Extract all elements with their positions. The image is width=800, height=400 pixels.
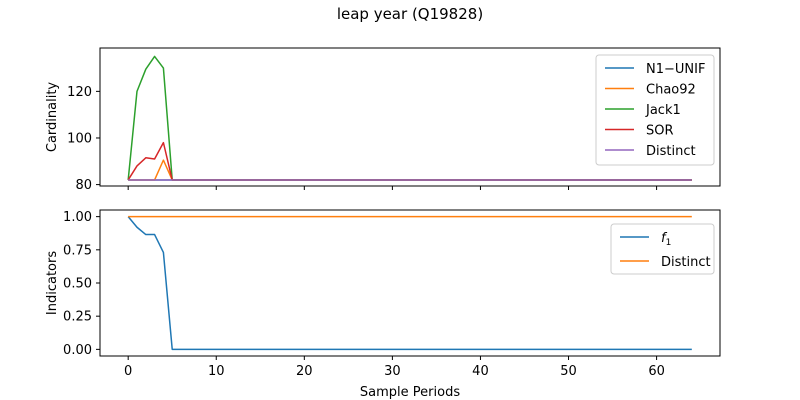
x-tick-label: 50 [560, 364, 577, 379]
y-tick-label: 0.25 [63, 310, 92, 325]
series-line-1 [127, 216, 692, 351]
series-group [127, 55, 692, 181]
y-tick-label: 0.75 [63, 243, 92, 258]
x-tick-label: 30 [384, 364, 401, 379]
chart-panel-2: 0 10 20 30 40 50 60 0.00 0.25 0.50 0.75 1.00 Indicat… [45, 209, 721, 400]
y-axis-title: Cardinality [45, 82, 60, 153]
legend-label: Distinct [646, 144, 696, 159]
y-tick-label: 0.50 [63, 277, 92, 292]
chart-panels: 80100120CardinalityN1−UNIFChao92Jack1SOR… [45, 47, 721, 400]
x-tick-label: 60 [648, 364, 665, 379]
y-tick-label: 100 [67, 131, 92, 146]
x-tick-label: 0 [124, 364, 132, 379]
y-tick-label: 80 [75, 178, 92, 193]
legend-label: f1 [661, 231, 671, 248]
legend-label: Distinct [661, 255, 711, 270]
x-tick-label: 20 [296, 364, 313, 379]
legend-label: SOR [646, 124, 674, 139]
legend-box [595, 54, 715, 166]
legend-label: N1−UNIF [646, 62, 705, 77]
x-tick-label: 40 [472, 364, 489, 379]
legend-label: Chao92 [646, 83, 696, 98]
axes-frame [99, 47, 721, 187]
series-group [127, 215, 692, 351]
x-axis-title: Sample Periods [360, 385, 460, 400]
y-tick-label: 1.00 [63, 210, 92, 225]
legend: f1 Distinct [610, 223, 715, 275]
y-tick-label: 120 [67, 85, 92, 100]
chart-panel-1: 80 100 120 Cardinality N1−UNIF Chao92 Jack1 SOR… [45, 47, 721, 193]
y-axis-title: Indicators [45, 251, 60, 315]
legend: N1−UNIF Chao92 Jack1 SOR Distinct [595, 54, 715, 166]
y-tick-label: 0.00 [63, 343, 92, 358]
figure-title: leap year (Q19828) [337, 5, 483, 23]
x-tick-label: 10 [208, 364, 225, 379]
legend-label: Jack1 [645, 103, 681, 118]
